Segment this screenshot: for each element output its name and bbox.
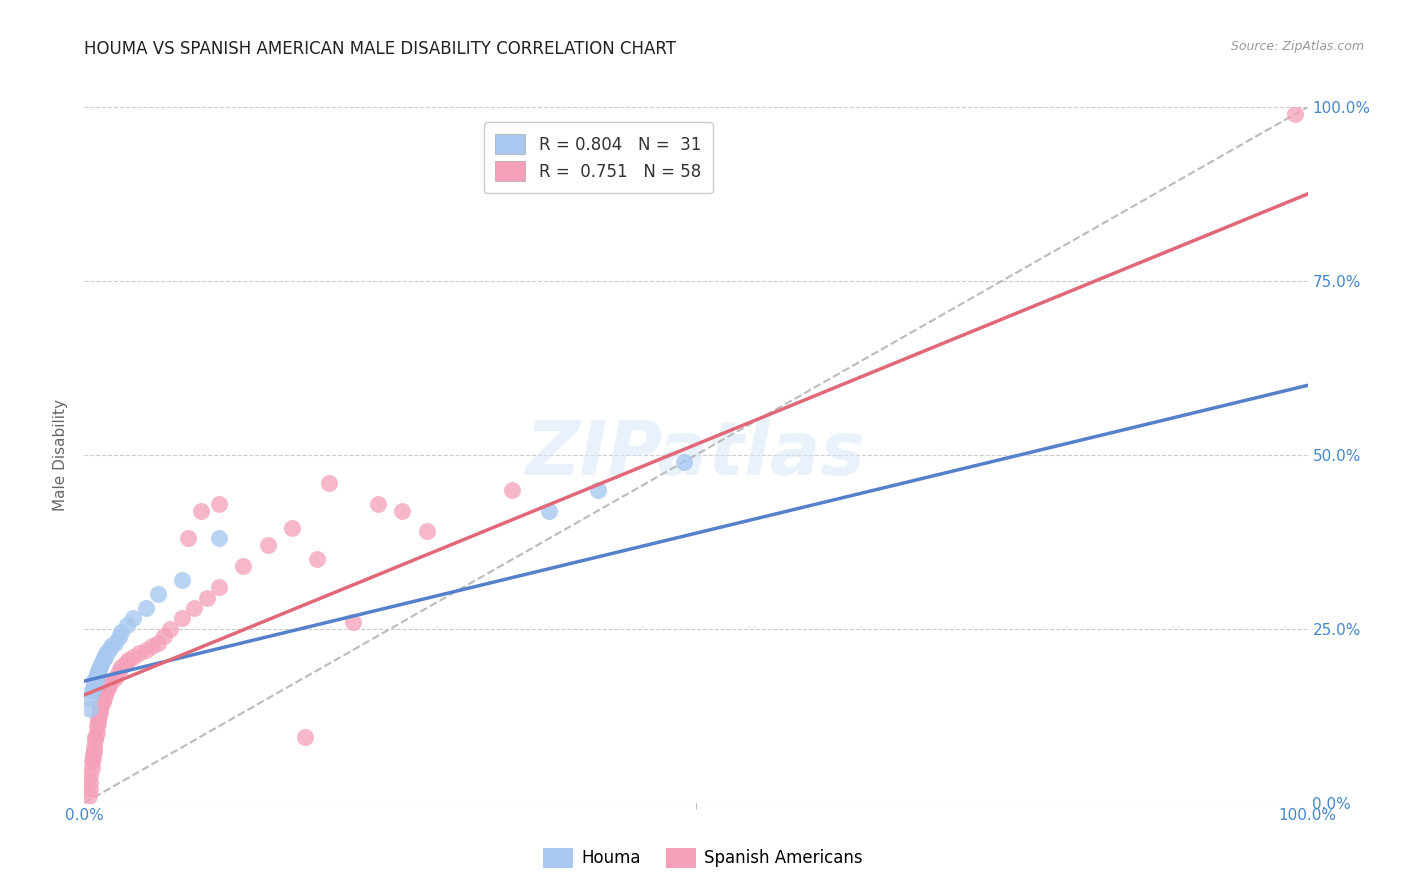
Point [502,483,524,497]
Point [318,475,340,490]
Point [367,497,389,511]
Point [94,688,117,702]
Point [80,761,103,775]
Point [114,657,136,671]
Text: Source: ZipAtlas.com: Source: ZipAtlas.com [1230,40,1364,54]
Point [195,591,218,605]
Point [83,744,105,758]
Point [110,660,132,674]
Point [538,503,561,517]
Point [153,629,176,643]
Point [117,653,139,667]
Point [77,789,100,803]
Point [97,677,120,691]
Point [281,521,304,535]
Point [83,677,105,691]
Point [82,681,104,695]
Point [79,702,101,716]
Point [110,625,132,640]
Point [183,601,205,615]
Point [87,715,110,730]
Point [79,781,101,796]
Point [294,730,316,744]
Point [135,601,157,615]
Point [93,691,115,706]
Point [115,618,138,632]
Point [89,660,111,674]
Point [91,653,114,667]
Point [190,503,212,517]
Point [79,775,101,789]
Point [208,580,231,594]
Point [79,691,101,706]
Point [257,538,280,552]
Point [141,639,163,653]
Point [90,657,112,671]
Point [94,649,117,664]
Point [87,708,110,723]
Point [172,611,194,625]
Point [177,532,200,546]
Point [83,740,105,755]
Point [86,671,108,685]
Point [107,630,129,644]
Point [82,747,104,761]
Point [672,455,695,469]
Point [83,674,105,689]
Point [84,733,107,747]
Point [232,559,254,574]
Point [104,636,127,650]
Point [84,672,107,686]
Point [416,524,439,539]
Point [82,750,104,764]
Point [586,483,609,497]
Point [107,664,129,678]
Point [84,730,107,744]
Point [208,497,231,511]
Point [91,695,114,709]
Point [305,552,328,566]
Point [342,615,364,629]
Point [80,684,103,698]
Point [86,726,108,740]
Point [89,702,111,716]
Point [80,754,103,768]
Point [122,611,145,625]
Point [146,636,169,650]
Point [1284,107,1306,121]
Point [96,684,118,698]
Point [146,587,169,601]
Point [87,712,110,726]
Legend: R = 0.804   N =  31, R =  0.751   N = 58: R = 0.804 N = 31, R = 0.751 N = 58 [484,122,713,193]
Point [391,503,413,517]
Point [104,671,127,685]
Point [208,532,231,546]
Point [172,573,194,587]
Point [87,664,110,678]
Point [96,646,118,660]
Point [100,639,122,653]
Point [89,706,111,720]
Point [87,662,110,676]
Text: ZIPatlas: ZIPatlas [526,418,866,491]
Point [79,768,101,782]
Point [93,651,115,665]
Point [100,674,122,689]
Point [122,649,145,664]
Point [97,642,120,657]
Text: HOUMA VS SPANISH AMERICAN MALE DISABILITY CORRELATION CHART: HOUMA VS SPANISH AMERICAN MALE DISABILIT… [84,40,676,58]
Point [86,667,108,681]
Point [159,622,181,636]
Point [86,719,108,733]
Point [90,698,112,713]
Y-axis label: Male Disability: Male Disability [53,399,69,511]
Legend: Houma, Spanish Americans: Houma, Spanish Americans [537,841,869,875]
Point [97,681,120,695]
Point [128,646,150,660]
Point [135,642,157,657]
